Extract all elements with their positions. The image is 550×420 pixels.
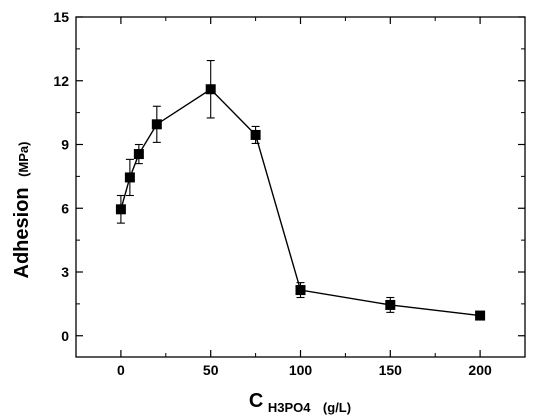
x-axis-title-main: C: [249, 390, 263, 412]
series-polyline: [120, 88, 481, 317]
data-markers: [115, 84, 486, 321]
data-point: [124, 172, 135, 183]
x-tick-label: 200: [468, 362, 492, 378]
x-tick-label: 150: [379, 362, 403, 378]
data-point: [151, 119, 162, 130]
y-axis-ticks: 0 3 6 9 12 15: [53, 9, 525, 344]
y-tick-label: 9: [61, 137, 69, 153]
data-point: [250, 129, 261, 140]
x-axis-title-subscript: H3PO4: [268, 400, 311, 415]
y-tick-label: 0: [61, 328, 69, 344]
data-point: [115, 204, 126, 215]
x-axis-title-unit: (g/L): [323, 400, 351, 415]
data-point: [205, 84, 216, 95]
y-tick-label: 3: [61, 264, 69, 280]
x-tick-label: 0: [117, 362, 125, 378]
x-tick-label: 100: [289, 362, 313, 378]
data-point: [475, 310, 486, 321]
minor-ticks: [76, 17, 525, 357]
data-point: [133, 149, 144, 160]
y-axis-title-main: Adhesion: [11, 187, 33, 278]
y-axis-title: Adhesion (MPa): [11, 142, 33, 279]
x-axis-ticks: 0 50 100 150 200: [117, 17, 492, 378]
series-line: [120, 88, 481, 317]
x-axis-title: C H3PO4 (g/L): [249, 390, 351, 416]
plot-frame: [75, 16, 526, 358]
data-point: [295, 285, 306, 296]
y-tick-label: 15: [53, 9, 69, 25]
data-point: [385, 299, 396, 310]
y-tick-label: 6: [61, 200, 69, 216]
error-bars: [116, 60, 485, 319]
y-tick-label: 12: [53, 73, 69, 89]
y-axis-title-unit: (MPa): [16, 142, 31, 177]
x-tick-label: 50: [203, 362, 219, 378]
plot-border: [75, 16, 526, 358]
